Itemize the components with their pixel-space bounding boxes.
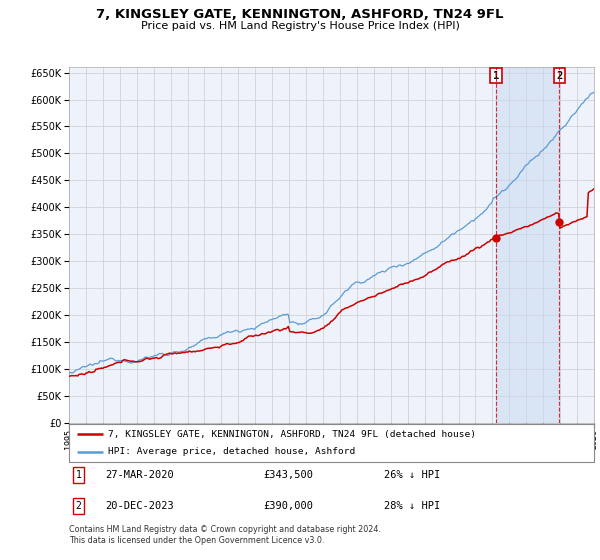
Text: 1: 1 (493, 71, 499, 81)
Text: 7, KINGSLEY GATE, KENNINGTON, ASHFORD, TN24 9FL: 7, KINGSLEY GATE, KENNINGTON, ASHFORD, T… (96, 8, 504, 21)
Text: £390,000: £390,000 (263, 501, 313, 511)
Text: 26% ↓ HPI: 26% ↓ HPI (384, 470, 440, 480)
Text: HPI: Average price, detached house, Ashford: HPI: Average price, detached house, Ashf… (109, 447, 356, 456)
Text: Contains HM Land Registry data © Crown copyright and database right 2024.
This d: Contains HM Land Registry data © Crown c… (69, 525, 381, 545)
Text: Price paid vs. HM Land Registry's House Price Index (HPI): Price paid vs. HM Land Registry's House … (140, 21, 460, 31)
Text: 1: 1 (76, 470, 82, 480)
Text: 27-MAR-2020: 27-MAR-2020 (106, 470, 175, 480)
Bar (496, 67, 559, 423)
Text: 2: 2 (556, 71, 563, 81)
Text: £343,500: £343,500 (263, 470, 313, 480)
Text: 2: 2 (76, 501, 82, 511)
Text: 7, KINGSLEY GATE, KENNINGTON, ASHFORD, TN24 9FL (detached house): 7, KINGSLEY GATE, KENNINGTON, ASHFORD, T… (109, 430, 476, 438)
Text: 28% ↓ HPI: 28% ↓ HPI (384, 501, 440, 511)
Text: 20-DEC-2023: 20-DEC-2023 (106, 501, 175, 511)
